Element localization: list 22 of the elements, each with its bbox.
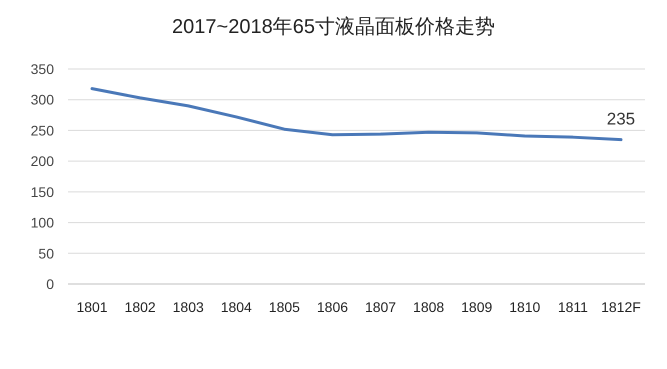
x-tick-label: 1805 <box>268 299 300 315</box>
y-tick-label: 250 <box>30 122 54 138</box>
y-tick-label: 150 <box>30 184 54 200</box>
y-tick-label: 350 <box>30 61 54 77</box>
x-tick-label: 1804 <box>220 299 252 315</box>
y-tick-label: 300 <box>30 92 54 108</box>
x-tick-label: 1807 <box>364 299 396 315</box>
x-tick-label: 1812F <box>601 299 641 315</box>
x-tick-label: 1810 <box>509 299 541 315</box>
x-tick-label: 1801 <box>76 299 108 315</box>
x-tick-label: 1803 <box>172 299 204 315</box>
x-tick-label: 1806 <box>316 299 348 315</box>
x-tick-label: 1802 <box>124 299 156 315</box>
x-tick-label: 1808 <box>413 299 444 315</box>
x-tick-label: 1811 <box>558 299 588 315</box>
y-tick-label: 100 <box>30 214 54 231</box>
y-tick-label: 0 <box>46 276 54 292</box>
y-tick-label: 50 <box>38 245 54 262</box>
y-tick-label: 200 <box>30 153 54 170</box>
data-label: 235 <box>606 110 636 129</box>
title: 2017~2018年65寸液晶面板价格走势 <box>172 16 495 38</box>
x-tick-label: 1809 <box>461 299 492 315</box>
